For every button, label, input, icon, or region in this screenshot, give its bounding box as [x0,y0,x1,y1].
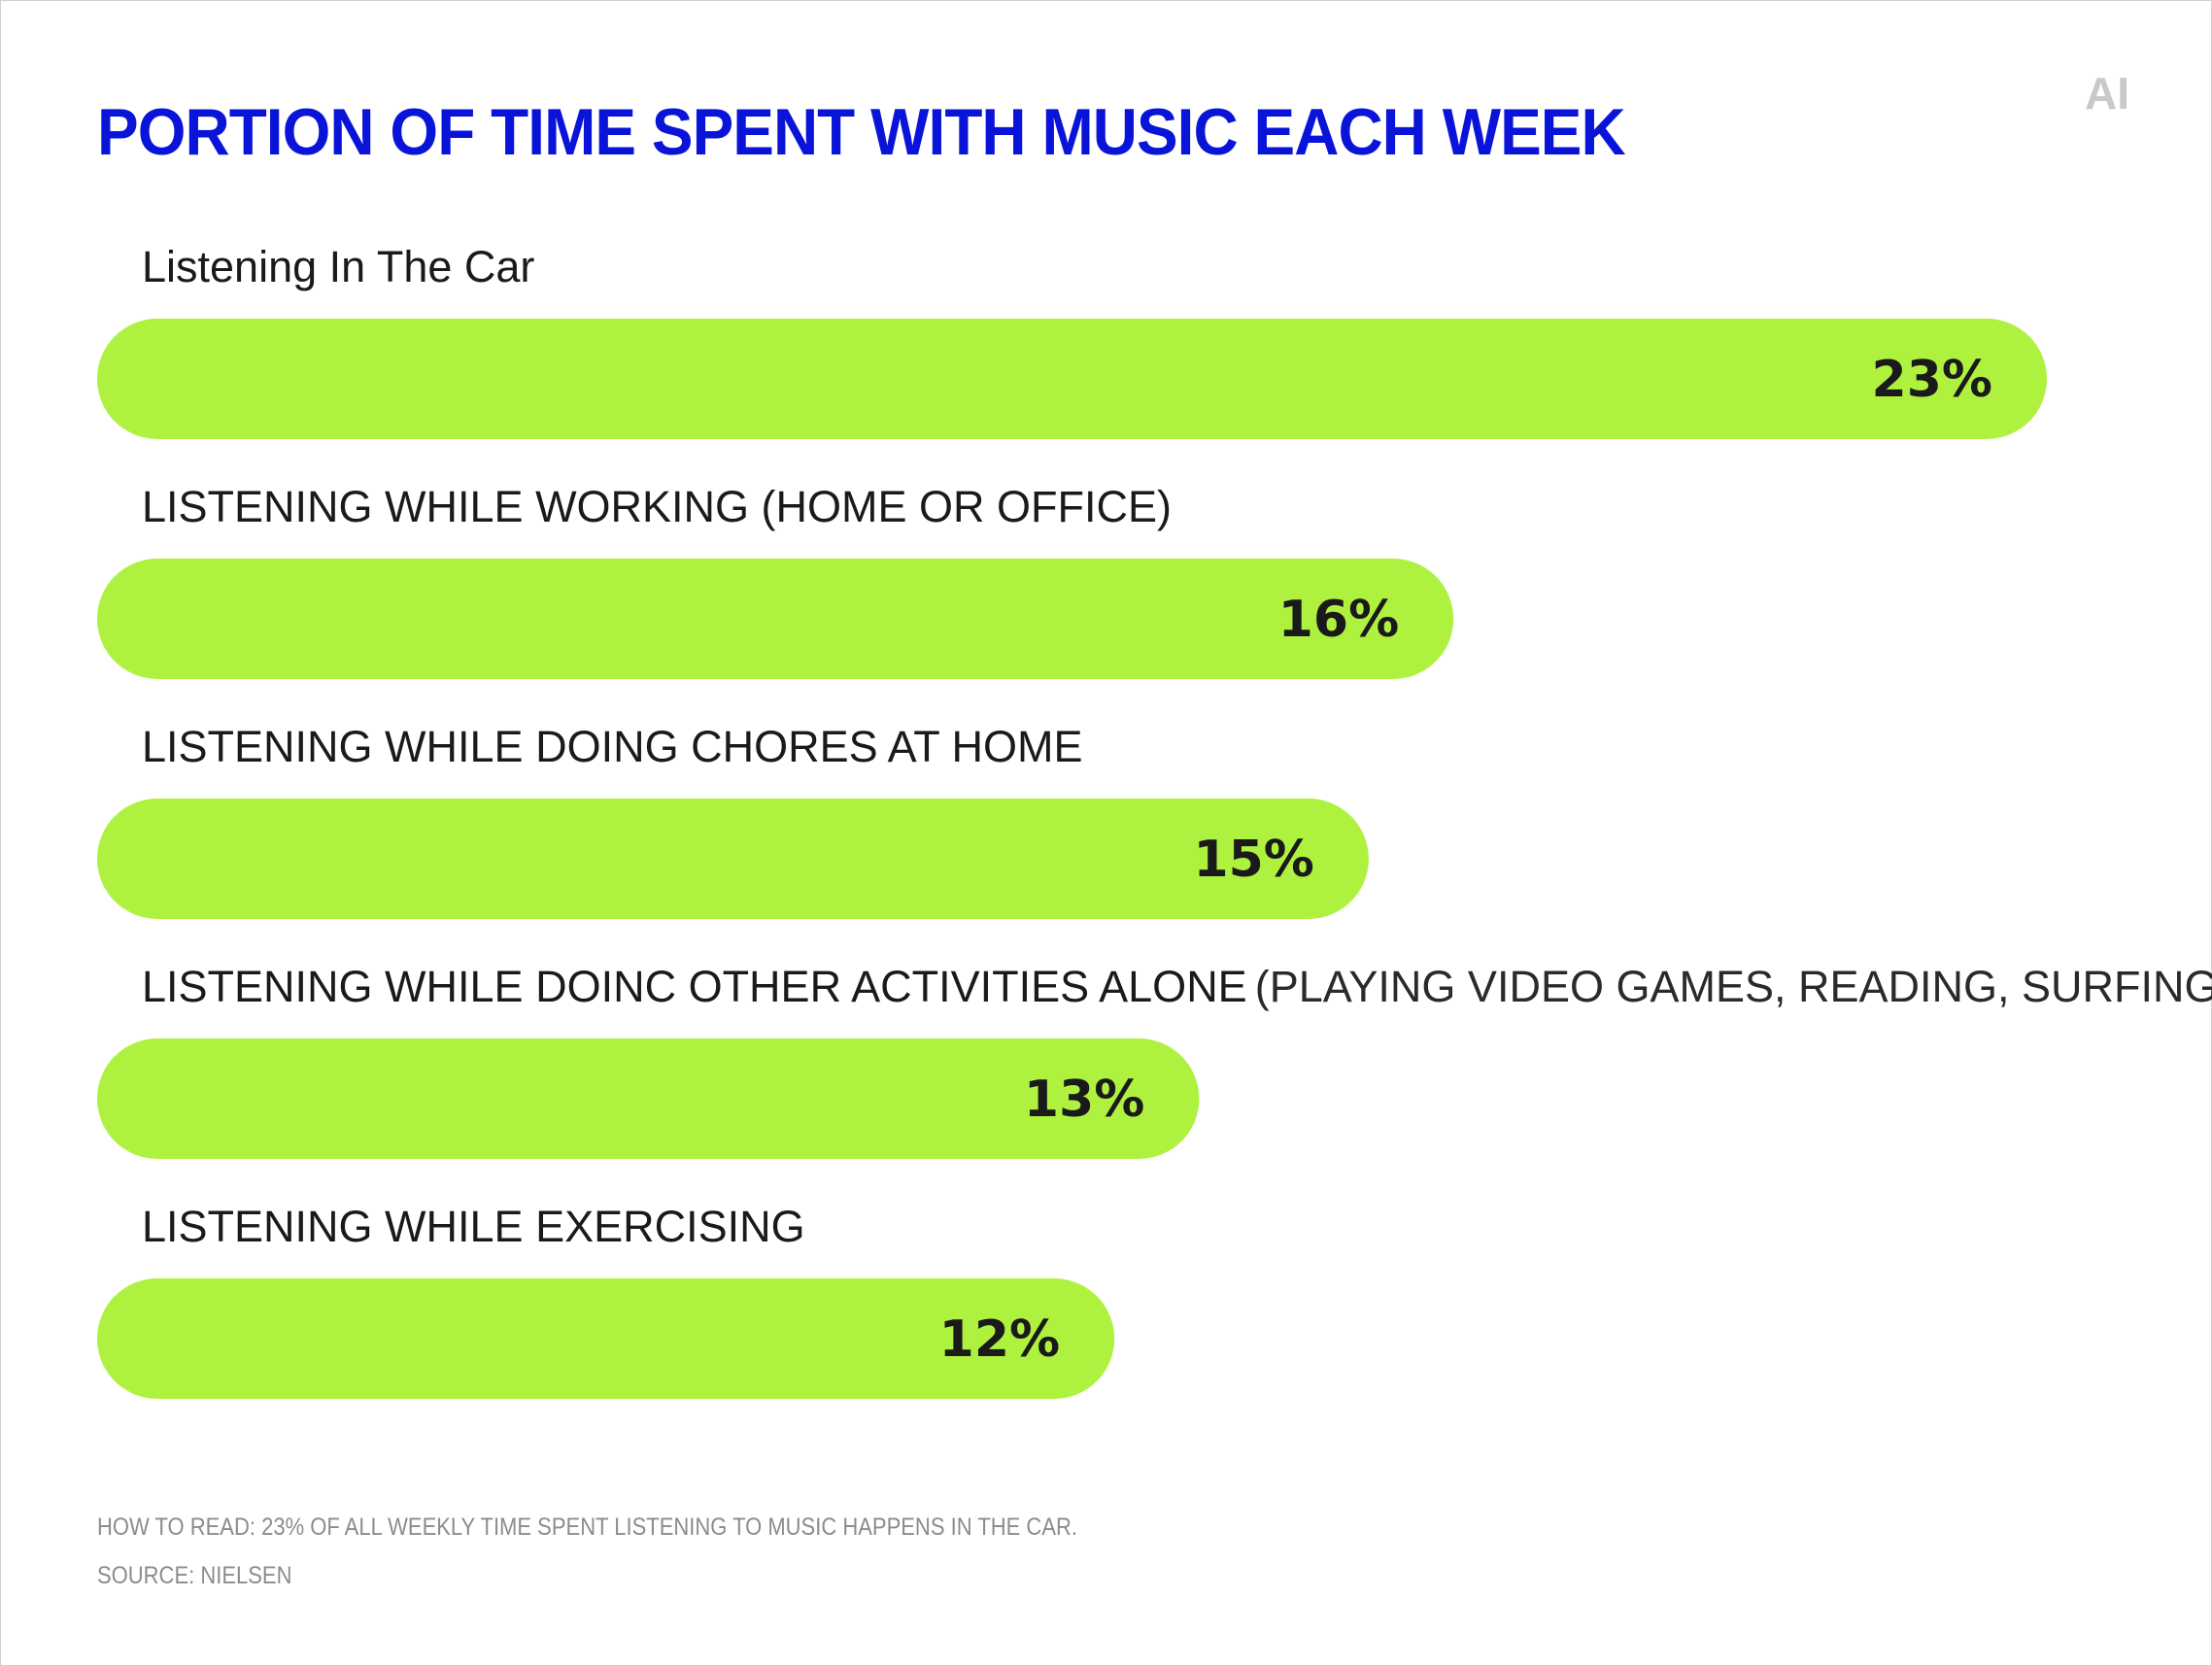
value-label: 13% [1024,1071,1144,1129]
category-label-main: LISTENING WHILE WORKING (HOME OR OFFICE) [142,482,1172,531]
value-label: 12% [939,1310,1060,1369]
category-label: LISTENING WHILE DOINC OTHER ACTIVITIES A… [142,962,2212,1011]
category-label-detail: (PLAYING VIDEO GAMES, READING, SURFING T… [1255,962,2212,1011]
source-note: SOURCE: NIELSEN [97,1562,292,1589]
value-label: 15% [1193,831,1313,889]
category-label: LISTENING WHILE DOING CHORES AT HOME [142,722,1082,771]
logo-text: AI [2085,70,2129,113]
chart-title: PORTION OF TIME SPENT WITH MUSIC EACH WE… [97,95,1626,169]
value-label: 16% [1278,591,1399,649]
category-label: LISTENING WHILE EXERCISING [142,1202,805,1251]
bar [97,1038,1200,1159]
ai-logo: AI [2085,70,2129,113]
value-label: 23% [1872,351,1992,409]
category-label-main: Listening In The Car [142,242,534,291]
category-label: LISTENING WHILE WORKING (HOME OR OFFICE) [142,482,1172,531]
category-label-main: LISTENING WHILE DOING CHORES AT HOME [142,722,1082,771]
bar [97,1278,1115,1399]
bar [97,559,1454,679]
category-label-main: LISTENING WHILE DOINC OTHER ACTIVITIES A… [142,962,1247,1011]
bar [97,319,2047,439]
how-to-read-note: HOW TO READ: 23% OF ALL WEEKLY TIME SPEN… [97,1513,1078,1541]
bar [97,799,1369,919]
category-label-main: LISTENING WHILE EXERCISING [142,1202,805,1251]
category-label: Listening In The Car [142,242,534,291]
